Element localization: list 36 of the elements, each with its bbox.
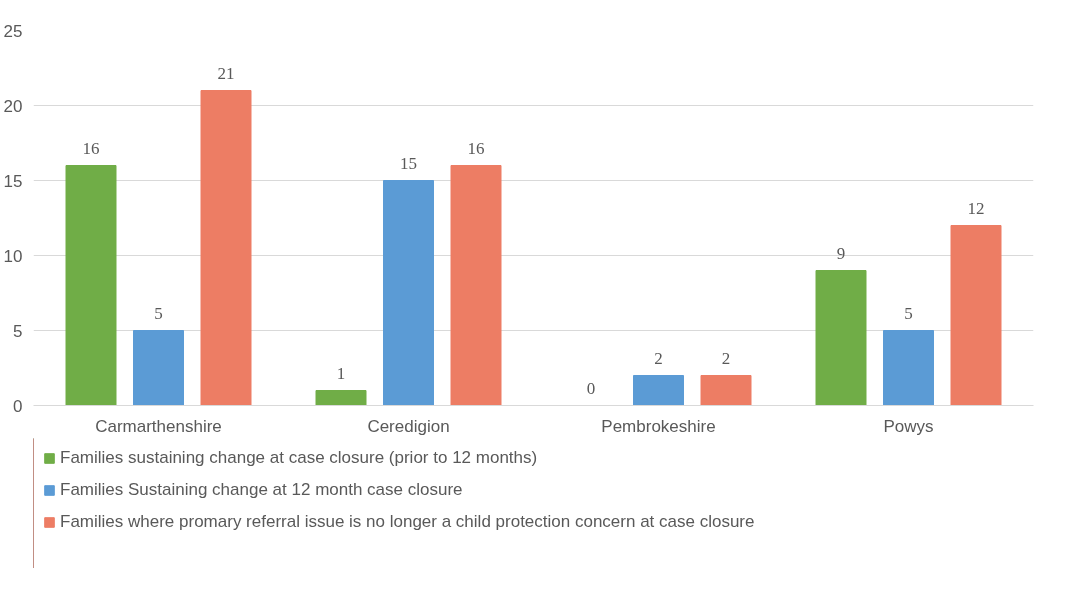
data-label: 21 bbox=[217, 63, 235, 83]
bar bbox=[450, 165, 502, 406]
y-tick-label: 10 bbox=[3, 246, 23, 266]
y-tick-label: 15 bbox=[3, 171, 23, 191]
bar bbox=[383, 180, 434, 406]
data-label: 0 bbox=[586, 378, 596, 398]
bar bbox=[883, 330, 934, 406]
data-label: 1 bbox=[336, 363, 346, 383]
legend-label: Families Sustaining change at 12 month case closure bbox=[60, 480, 463, 500]
data-label: 15 bbox=[400, 153, 417, 173]
data-label: 12 bbox=[967, 198, 985, 218]
bar bbox=[815, 270, 867, 406]
bar bbox=[65, 165, 117, 406]
data-label: 9 bbox=[836, 243, 846, 263]
x-tick-label: Powys bbox=[883, 416, 934, 436]
y-tick-label: 0 bbox=[13, 396, 23, 416]
bar bbox=[950, 225, 1002, 406]
legend-label: Families sustaining change at case closure (prior to 12 months) bbox=[60, 448, 538, 468]
legend-label: Families where promary referral issue is no longer a child protection concern at case closure bbox=[60, 512, 755, 532]
data-label: 2 bbox=[721, 348, 731, 368]
bar bbox=[200, 90, 252, 406]
y-tick-label: 20 bbox=[3, 96, 23, 116]
y-tick-label: 5 bbox=[13, 321, 23, 341]
x-tick-label: Carmarthenshire bbox=[95, 416, 222, 436]
x-tick-label: Pembrokeshire bbox=[601, 416, 716, 436]
bar bbox=[315, 390, 367, 406]
data-label: 16 bbox=[82, 138, 100, 158]
x-tick-label: Ceredigion bbox=[367, 416, 450, 436]
data-label: 16 bbox=[467, 138, 485, 158]
bar bbox=[133, 330, 184, 406]
y-tick-label: 25 bbox=[3, 21, 23, 41]
bar bbox=[700, 375, 752, 406]
data-label: 5 bbox=[154, 303, 163, 323]
data-label: 5 bbox=[904, 303, 913, 323]
bar bbox=[633, 375, 684, 406]
data-label: 2 bbox=[654, 348, 663, 368]
